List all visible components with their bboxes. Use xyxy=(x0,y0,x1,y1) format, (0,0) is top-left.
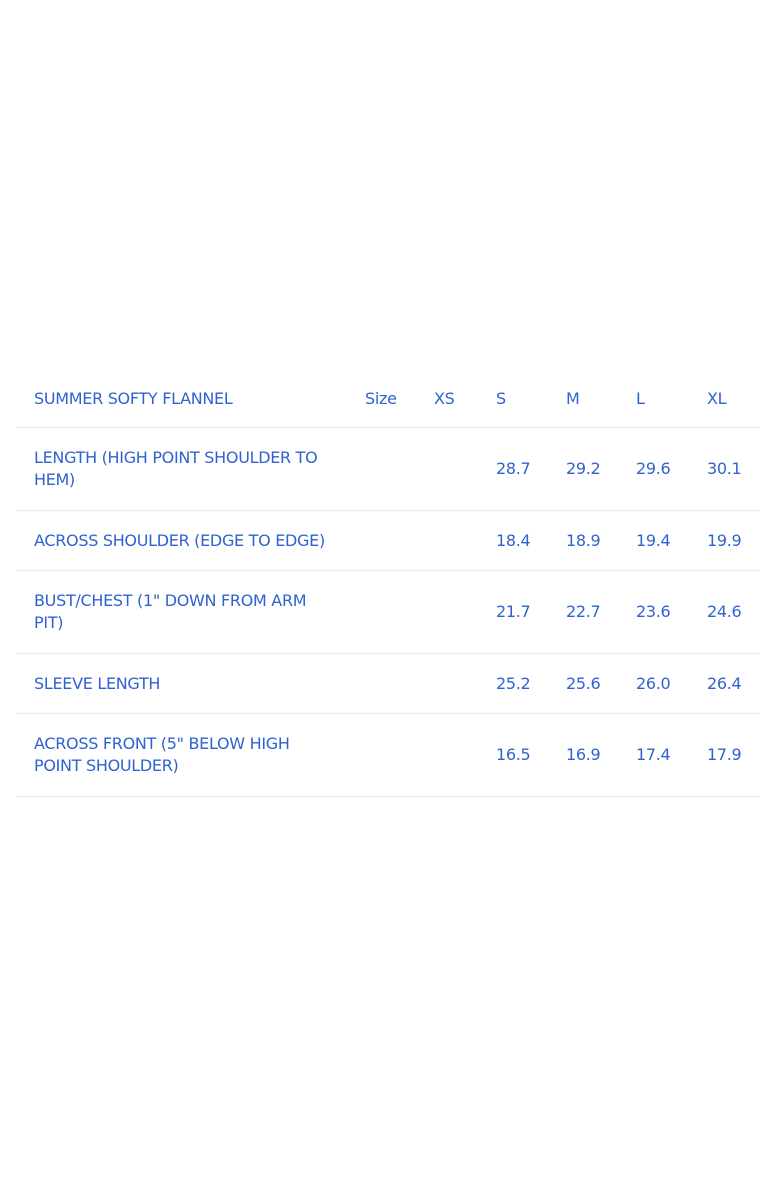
cell-l: 23.6 xyxy=(636,602,671,621)
table-row: ACROSS FRONT (5" BELOW HIGH POINT SHOULD… xyxy=(16,714,760,797)
size-chart-table: SUMMER SOFTY FLANNEL Size XS S M L XL LE… xyxy=(16,370,760,797)
cell-l: 19.4 xyxy=(636,530,671,550)
cell-s: 25.2 xyxy=(496,673,531,693)
cell-s: 18.4 xyxy=(496,530,531,550)
row-label: ACROSS FRONT (5" BELOW HIGH POINT SHOULD… xyxy=(34,734,290,775)
cell-l: 29.6 xyxy=(636,459,671,478)
cell-s: 28.7 xyxy=(496,459,531,478)
cell-m: 29.2 xyxy=(566,459,601,478)
table-title: SUMMER SOFTY FLANNEL xyxy=(34,388,233,408)
cell-xl: 24.6 xyxy=(707,602,742,621)
header-s: S xyxy=(496,388,506,408)
cell-xl: 19.9 xyxy=(707,530,742,550)
table-row: BUST/CHEST (1" DOWN FROM ARM PIT) 21.7 2… xyxy=(16,571,760,654)
cell-xl: 30.1 xyxy=(707,459,742,478)
cell-xl: 26.4 xyxy=(707,673,742,693)
row-label: ACROSS SHOULDER (EDGE TO EDGE) xyxy=(34,530,325,550)
cell-m: 16.9 xyxy=(566,745,601,764)
row-label: SLEEVE LENGTH xyxy=(34,673,161,693)
header-l: L xyxy=(636,388,645,408)
table-row: LENGTH (HIGH POINT SHOULDER TO HEM) 28.7… xyxy=(16,428,760,511)
cell-l: 26.0 xyxy=(636,673,671,693)
cell-xl: 17.9 xyxy=(707,745,742,764)
cell-m: 18.9 xyxy=(566,530,601,550)
header-xl: XL xyxy=(707,388,727,408)
row-label: LENGTH (HIGH POINT SHOULDER TO HEM) xyxy=(34,448,318,489)
row-label: BUST/CHEST (1" DOWN FROM ARM PIT) xyxy=(34,591,307,632)
cell-s: 16.5 xyxy=(496,745,531,764)
header-xs: XS xyxy=(434,388,455,408)
header-size: Size xyxy=(365,388,397,408)
cell-s: 21.7 xyxy=(496,602,531,621)
cell-m: 25.6 xyxy=(566,673,601,693)
table-row: SLEEVE LENGTH 25.2 25.6 26.0 26.4 xyxy=(16,654,760,714)
header-m: M xyxy=(566,388,580,408)
cell-l: 17.4 xyxy=(636,745,671,764)
table-row: ACROSS SHOULDER (EDGE TO EDGE) 18.4 18.9… xyxy=(16,511,760,571)
table-header-row: SUMMER SOFTY FLANNEL Size XS S M L XL xyxy=(16,370,760,428)
cell-m: 22.7 xyxy=(566,602,601,621)
